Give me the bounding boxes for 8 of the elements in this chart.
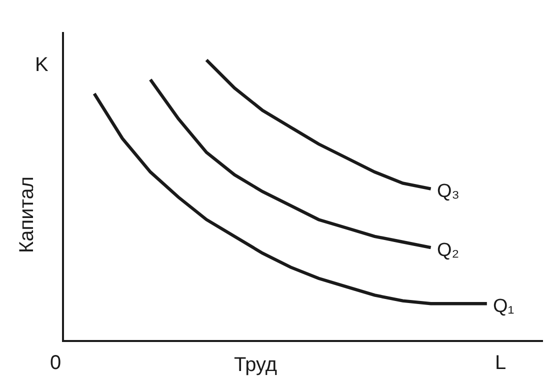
x-axis-title: Труд — [234, 354, 278, 376]
text: K — [35, 54, 49, 76]
y-axis-title: Капитал — [16, 176, 38, 253]
series-label: Q₃ — [437, 181, 460, 202]
series-label: Q₁ — [493, 296, 514, 317]
series-label: Q₂ — [437, 240, 460, 261]
text: 0 — [50, 352, 62, 374]
text: L — [495, 352, 506, 374]
